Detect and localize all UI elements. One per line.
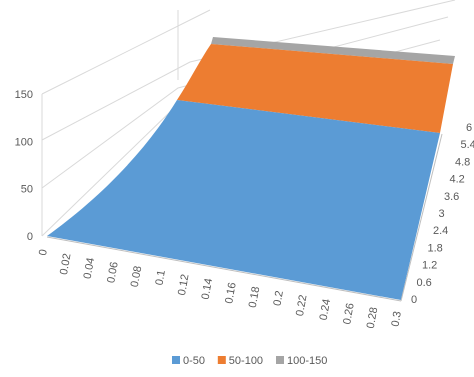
- x-tick-label: 0.2: [271, 290, 285, 307]
- x-tick-label: 0.22: [294, 294, 310, 317]
- z-axis-ticks: 0 50 100 150: [15, 89, 33, 243]
- x-tick-label: 0.02: [58, 253, 74, 276]
- x-axis-line: [46, 236, 402, 302]
- x-tick-label: 0.26: [341, 302, 357, 325]
- z-tick-label: 0: [27, 231, 33, 243]
- x-tick-label: 0.14: [200, 277, 216, 300]
- y-tick-label: 1.8: [428, 242, 443, 254]
- x-tick-label: 0.3: [389, 310, 403, 327]
- legend-swatch: [276, 356, 284, 364]
- x-tick-label: 0.28: [365, 306, 381, 329]
- surface-band-0-50: [47, 100, 440, 300]
- axes: [46, 133, 443, 302]
- x-tick-label: 0.24: [318, 298, 334, 321]
- y-tick-label: 4.2: [450, 174, 465, 186]
- y-tick-label: 3.6: [444, 191, 459, 203]
- y-tick-label: 0.6: [417, 277, 432, 289]
- y-tick-label: 0: [411, 294, 417, 306]
- y-tick-label: 4.8: [455, 156, 470, 168]
- z-tick-label: 100: [15, 136, 33, 148]
- x-tick-label: 0.08: [129, 265, 145, 288]
- legend-swatch: [172, 356, 180, 364]
- legend: 0-50 50-100 100-150: [172, 355, 327, 367]
- gridline-z-150: [41, 9, 211, 95]
- z-tick-label: 150: [15, 89, 33, 101]
- legend-swatch: [217, 356, 226, 364]
- x-tick-label: 0.16: [223, 282, 239, 305]
- x-tick-label: 0.04: [82, 257, 98, 280]
- legend-label: 100-150: [287, 355, 327, 367]
- gridline-z-50: [41, 16, 449, 189]
- x-tick-label: 0.06: [105, 261, 121, 284]
- surface: [47, 37, 455, 300]
- y-tick-label: 6: [466, 122, 472, 134]
- y-axis-ticks: 00.6 1.2 1.8 2.4 3 3.6 4.2 4.8 5.4 6: [411, 122, 474, 306]
- z-tick-label: 50: [21, 184, 33, 196]
- y-tick-label: 5.4: [461, 139, 474, 151]
- x-tick-label: 0.1: [153, 269, 167, 286]
- y-tick-label: 1.2: [422, 260, 437, 272]
- y-axis-line: [400, 133, 443, 302]
- x-tick-label: 0: [37, 248, 50, 256]
- legend-label: 0-50: [183, 355, 205, 367]
- surface-band-100-150: [211, 37, 455, 64]
- legend-label: 50-100: [229, 355, 263, 367]
- gridline-z-100: [41, 0, 456, 141]
- x-tick-label: 0.18: [247, 286, 263, 309]
- x-tick-label: 0.12: [176, 273, 192, 296]
- y-tick-label: 3: [439, 208, 445, 220]
- x-axis-ticks: 0 0.02 0.04 0.06 0.08 0.1 0.12 0.14 0.16 0.18 0.2 0…: [37, 248, 404, 329]
- y-tick-label: 2.4: [433, 225, 448, 237]
- surface-band-50-100: [177, 44, 453, 133]
